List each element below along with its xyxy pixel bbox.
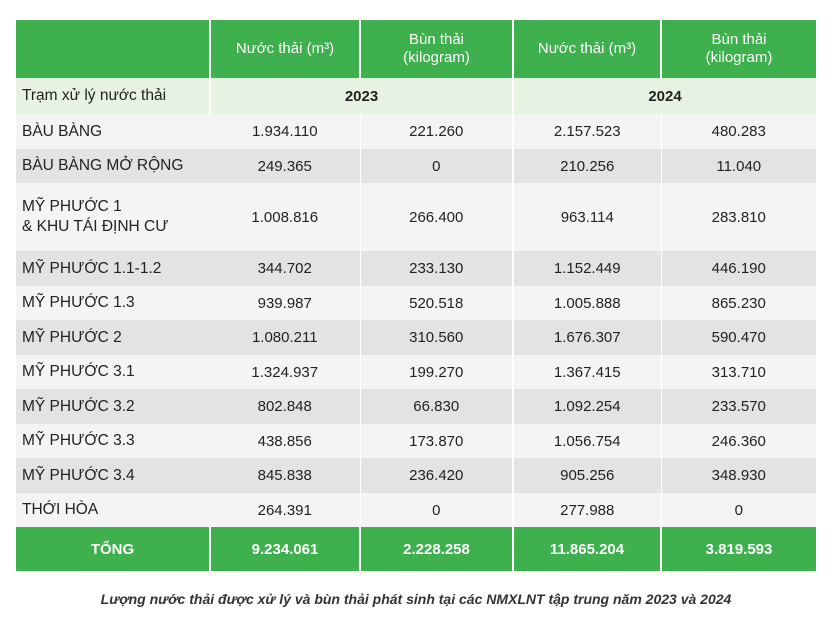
total-sludge-2023: 2.228.258 [359, 527, 513, 571]
station-name: MỸ PHƯỚC 1 & KHU TÁI ĐỊNH CƯ [16, 183, 210, 251]
header-sludge-2024: Bùn thải (kilogram) [660, 20, 816, 78]
total-wastewater-2024: 11.865.204 [512, 527, 661, 571]
station-name: MỸ PHƯỚC 3.1 [16, 355, 210, 389]
header-empty-cell [16, 20, 210, 78]
year-row: Trạm xử lý nước thải 2023 2024 [16, 78, 816, 114]
sludge-2023-cell: 66.830 [360, 389, 514, 424]
header-row: Nước thải (m³) Bùn thải (kilogram) Nước … [16, 20, 816, 78]
wastewater-2023-cell: 438.856 [210, 424, 361, 458]
wastewater-2023-cell: 1.080.211 [210, 320, 361, 355]
wastewater-2023-cell: 1.324.937 [210, 355, 361, 389]
table-row: MỸ PHƯỚC 1.1-1.2 344.702 233.130 1.152.449 4… [16, 251, 816, 286]
total-sludge-2024: 3.819.593 [660, 527, 816, 571]
wastewater-2023-cell: 1.008.816 [210, 183, 361, 251]
wastewater-2024-cell: 1.152.449 [513, 251, 662, 286]
wastewater-2023-cell: 249.365 [210, 149, 361, 183]
table-row: MỸ PHƯỚC 3.2 802.848 66.830 1.092.254 233.57… [16, 389, 816, 424]
wastewater-2023-cell: 939.987 [210, 286, 361, 320]
table-body: BÀU BÀNG 1.934.110 221.260 2.157.523 480.283… [16, 114, 816, 527]
station-name: MỸ PHƯỚC 3.4 [16, 458, 210, 493]
sludge-2023-cell: 266.400 [360, 183, 514, 251]
station-name: MỸ PHƯỚC 1.1-1.2 [16, 251, 210, 286]
station-name: MỸ PHƯỚC 2 [16, 320, 210, 355]
station-name: MỸ PHƯỚC 1.3 [16, 286, 210, 320]
table-row: BÀU BÀNG 1.934.110 221.260 2.157.523 480.283 [16, 114, 816, 149]
wastewater-2024-cell: 1.056.754 [513, 424, 662, 458]
sludge-2024-cell: 0 [661, 493, 816, 527]
header-wastewater-2023: Nước thải (m³) [209, 20, 360, 78]
year-2023: 2023 [209, 78, 514, 114]
wastewater-2024-cell: 963.114 [513, 183, 662, 251]
sludge-2024-cell: 11.040 [661, 149, 816, 183]
wastewater-2023-cell: 344.702 [210, 251, 361, 286]
sludge-2023-cell: 310.560 [360, 320, 514, 355]
sludge-2024-cell: 246.360 [661, 424, 816, 458]
sludge-2024-cell: 233.570 [661, 389, 816, 424]
total-label: TỔNG [16, 527, 210, 571]
wastewater-2024-cell: 210.256 [513, 149, 662, 183]
wastewater-2024-cell: 1.005.888 [513, 286, 662, 320]
wastewater-2023-cell: 802.848 [210, 389, 361, 424]
sludge-2023-cell: 0 [360, 149, 514, 183]
wastewater-2024-cell: 1.092.254 [513, 389, 662, 424]
wastewater-2024-cell: 905.256 [513, 458, 662, 493]
wastewater-2024-cell: 1.676.307 [513, 320, 662, 355]
table-row: MỸ PHƯỚC 3.3 438.856 173.870 1.056.754 246.3… [16, 424, 816, 458]
station-name: BÀU BÀNG MỞ RỘNG [16, 149, 210, 183]
header-wastewater-2024: Nước thải (m³) [512, 20, 661, 78]
wastewater-2024-cell: 277.988 [513, 493, 662, 527]
station-label: Trạm xử lý nước thải [16, 78, 210, 114]
sludge-2023-cell: 520.518 [360, 286, 514, 320]
table-row: MỸ PHƯỚC 3.1 1.324.937 199.270 1.367.415 313… [16, 355, 816, 389]
sludge-2024-cell: 865.230 [661, 286, 816, 320]
year-2024: 2024 [512, 78, 816, 114]
sludge-2024-cell: 446.190 [661, 251, 816, 286]
station-name: BÀU BÀNG [16, 114, 210, 149]
wastewater-2023-cell: 845.838 [210, 458, 361, 493]
sludge-2024-cell: 348.930 [661, 458, 816, 493]
sludge-2024-cell: 313.710 [661, 355, 816, 389]
sludge-2023-cell: 0 [360, 493, 514, 527]
sludge-2023-cell: 221.260 [360, 114, 514, 149]
sludge-2023-cell: 236.420 [360, 458, 514, 493]
sludge-2024-cell: 590.470 [661, 320, 816, 355]
table-row: THỚI HÒA 264.391 0 277.988 0 [16, 493, 816, 527]
wastewater-2023-cell: 264.391 [210, 493, 361, 527]
wastewater-2023-cell: 1.934.110 [210, 114, 361, 149]
sludge-2023-cell: 233.130 [360, 251, 514, 286]
total-wastewater-2023: 9.234.061 [209, 527, 360, 571]
wastewater-2024-cell: 1.367.415 [513, 355, 662, 389]
sludge-2023-cell: 173.870 [360, 424, 514, 458]
table-row: BÀU BÀNG MỞ RỘNG 249.365 0 210.256 11.040 [16, 149, 816, 183]
data-table-container: Nước thải (m³) Bùn thải (kilogram) Nước … [16, 20, 816, 571]
sludge-2024-cell: 480.283 [661, 114, 816, 149]
table-row: MỸ PHƯỚC 1.3 939.987 520.518 1.005.888 865.2… [16, 286, 816, 320]
header-sludge-2023: Bùn thải (kilogram) [359, 20, 513, 78]
table-row: MỸ PHƯỚC 1 & KHU TÁI ĐỊNH CƯ 1.008.816 266… [16, 183, 816, 251]
table-caption: Lượng nước thải được xử lý và bùn thải p… [100, 591, 732, 607]
station-name: MỸ PHƯỚC 3.2 [16, 389, 210, 424]
station-name: MỸ PHƯỚC 3.3 [16, 424, 210, 458]
wastewater-2024-cell: 2.157.523 [513, 114, 662, 149]
table-row: MỸ PHƯỚC 2 1.080.211 310.560 1.676.307 590.4… [16, 320, 816, 355]
sludge-2024-cell: 283.810 [661, 183, 816, 251]
wastewater-sludge-table: Nước thải (m³) Bùn thải (kilogram) Nước … [16, 20, 816, 571]
table-row: MỸ PHƯỚC 3.4 845.838 236.420 905.256 348.930 [16, 458, 816, 493]
station-name: THỚI HÒA [16, 493, 210, 527]
total-row: TỔNG 9.234.061 2.228.258 11.865.204 3.81… [16, 527, 816, 571]
sludge-2023-cell: 199.270 [360, 355, 514, 389]
